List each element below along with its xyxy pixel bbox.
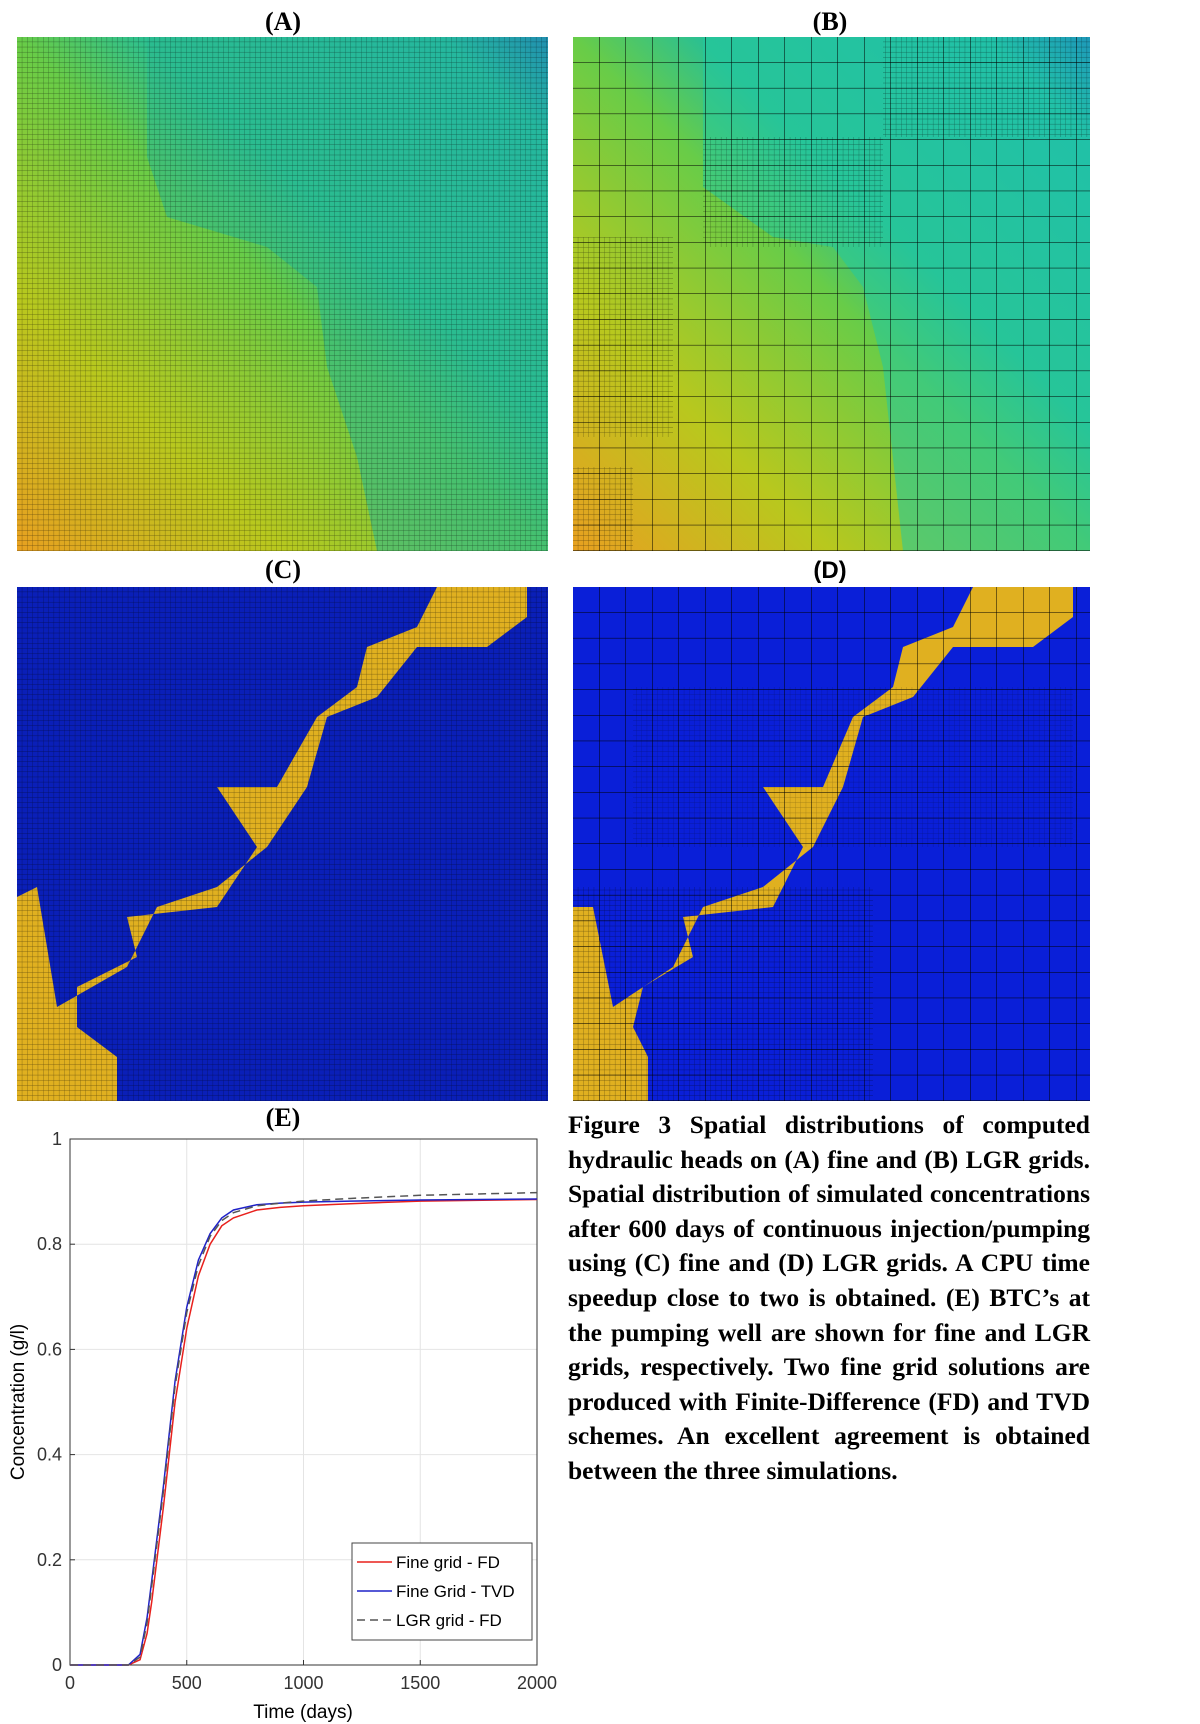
legend-label: Fine grid - FD: [396, 1553, 500, 1572]
y-tick-label: 0.2: [37, 1550, 62, 1570]
heatmap-c: [17, 587, 548, 1101]
y-tick-label: 0.4: [37, 1445, 62, 1465]
x-tick-label: 1500: [400, 1673, 440, 1693]
heatmap-b: [573, 37, 1090, 551]
heatmap-a: [17, 37, 548, 551]
y-tick-label: 0.8: [37, 1234, 62, 1254]
x-tick-label: 500: [172, 1673, 202, 1693]
y-tick-label: 0: [52, 1655, 62, 1675]
plot-frame: [69, 1138, 538, 1666]
legend-label: Fine Grid - TVD: [396, 1582, 515, 1601]
chart-title: (E): [266, 1103, 301, 1132]
caption: Figure 3 Spatial distributions of comput…: [568, 1110, 1090, 1485]
panel-label: (A): [265, 7, 301, 36]
y-axis-label: Concentration (g/l): [8, 1324, 29, 1480]
x-axis-label: Time (days): [253, 1702, 353, 1723]
y-tick-label: 1: [52, 1129, 62, 1149]
y-tick-label: 0.6: [37, 1339, 62, 1359]
panel-label: (D): [813, 557, 846, 584]
data-line: [70, 1198, 538, 1666]
legend-label: LGR grid - FD: [396, 1611, 502, 1630]
data-line: [70, 1191, 538, 1666]
x-tick-label: 1000: [283, 1673, 323, 1693]
panel-label: (B): [813, 7, 848, 36]
panel-label: (C): [265, 555, 301, 584]
x-tick-label: 0: [65, 1673, 75, 1693]
heatmap-d: [573, 587, 1090, 1101]
x-tick-label: 2000: [517, 1673, 557, 1693]
data-line: [70, 1198, 538, 1666]
